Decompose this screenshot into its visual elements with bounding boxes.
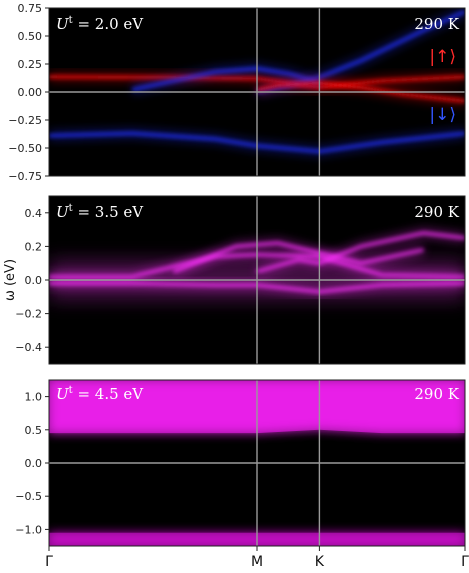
panel-2-u-sup: t [69,203,73,214]
legend-spin-down: |↓⟩ [429,105,456,125]
y-tick-label: 0.50 [18,30,43,43]
x-tick-label: M [251,554,263,570]
panel-3-u-value: = 4.5 eV [73,385,145,403]
y-tick-label: 0.75 [18,2,43,15]
panel-3-u-symbol: U [56,385,70,403]
panel-1: 0.75 0.50 0.25 0.00 −0.25 −0.50 −0.75 Ut = 2.0… [8,2,466,183]
y-tick-label: 0.5 [25,424,43,437]
y-tick-label: 0.2 [25,240,43,253]
panel-3: 1.0 0.5 0.0 −0.5 −1.0 Ut = 4.5 eV 290 K [15,379,466,547]
y-tick-label: 0.25 [18,58,43,71]
panel-2: 0.4 0.2 0.0 −0.2 −0.4 Ut = 3.5 eV 290 K ω (e… [3,195,466,365]
panel-1-u-value: = 2.0 eV [73,15,145,33]
y-tick-label: 1.0 [25,391,43,404]
y-tick-label: 0.0 [25,274,43,287]
x-tick-label: Γ [461,554,469,570]
legend-spin-up: |↑⟩ [429,47,456,67]
y-tick-label: −0.75 [8,170,42,183]
y-tick-label: −0.4 [15,341,42,354]
y-tick-label: −0.2 [15,308,42,321]
panel-3-u-sup: t [69,385,73,396]
y-tick-label: 0.4 [25,207,43,220]
y-tick-label: 0.00 [18,86,43,99]
panel-1-gridlines [49,8,465,176]
panel-2-u-symbol: U [56,203,70,221]
panel-2-u-value: = 3.5 eV [73,203,145,221]
panel-3-temperature: 290 K [414,385,459,403]
x-tick-label: K [315,554,325,570]
panel-2-gridlines [49,196,465,364]
panel-2-temperature: 290 K [414,203,459,221]
x-tick-label: Γ [45,554,53,570]
panel-2-yticks: 0.4 0.2 0.0 −0.2 −0.4 [15,207,49,354]
panel-1-u-sup: t [69,15,73,26]
panel-1-u-symbol: U [56,15,70,33]
panel-3-yticks: 1.0 0.5 0.0 −0.5 −1.0 [15,391,49,536]
y-axis-label: ω (eV) [3,259,18,301]
panel-1-u-label: Ut = 2.0 eV [56,15,144,33]
series-2-2-line [173,241,424,273]
y-tick-label: −1.0 [15,523,42,536]
panel-1-temperature: 290 K [414,15,459,33]
panel-3-gridlines [49,380,465,546]
y-tick-label: −0.5 [15,490,42,503]
y-tick-label: 0.0 [25,457,43,470]
y-tick-label: −0.25 [8,114,42,127]
y-tick-label: −0.50 [8,142,42,155]
panel-2-u-label: Ut = 3.5 eV [56,203,144,221]
series-1-4-line [256,81,465,103]
panel-1-yticks: 0.75 0.50 0.25 0.00 −0.25 −0.50 −0.75 [8,2,49,183]
panel-3-u-label: Ut = 4.5 eV [56,385,144,403]
series-2-3-line [256,231,465,274]
